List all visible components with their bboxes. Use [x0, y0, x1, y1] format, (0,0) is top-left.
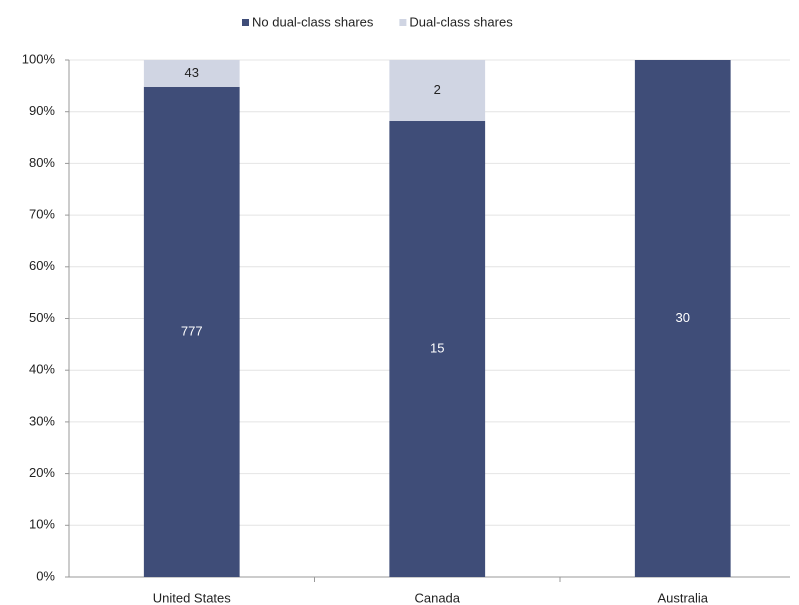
- data-label: 15: [430, 340, 444, 355]
- y-tick-label: 70%: [29, 207, 55, 222]
- bar-segment: [389, 121, 486, 578]
- data-label: 2: [434, 82, 441, 97]
- y-tick-label: 90%: [29, 103, 55, 118]
- data-label: 30: [676, 310, 690, 325]
- data-label: 43: [185, 65, 199, 80]
- x-tick-label: Australia: [657, 590, 708, 605]
- y-tick-label: 20%: [29, 465, 55, 480]
- y-tick-label: 0%: [36, 568, 55, 583]
- y-tick-label: 50%: [29, 310, 55, 325]
- y-tick-label: 60%: [29, 258, 55, 273]
- bar-segment: [143, 60, 240, 87]
- legend-label: No dual-class shares: [252, 14, 374, 29]
- legend-label: Dual-class shares: [409, 14, 513, 29]
- bar-segment: [634, 60, 731, 577]
- legend-swatch: [399, 19, 407, 26]
- x-tick-label: United States: [153, 590, 232, 605]
- data-label: 777: [181, 323, 203, 338]
- y-tick-label: 30%: [29, 413, 55, 428]
- bar-segment: [143, 86, 240, 577]
- y-tick-label: 80%: [29, 155, 55, 170]
- y-tick-label: 40%: [29, 362, 55, 377]
- y-tick-label: 10%: [29, 517, 55, 532]
- x-tick-label: Canada: [414, 590, 460, 605]
- legend-swatch: [242, 19, 249, 26]
- bar-segment: [389, 60, 486, 122]
- y-tick-label: 100%: [22, 51, 56, 66]
